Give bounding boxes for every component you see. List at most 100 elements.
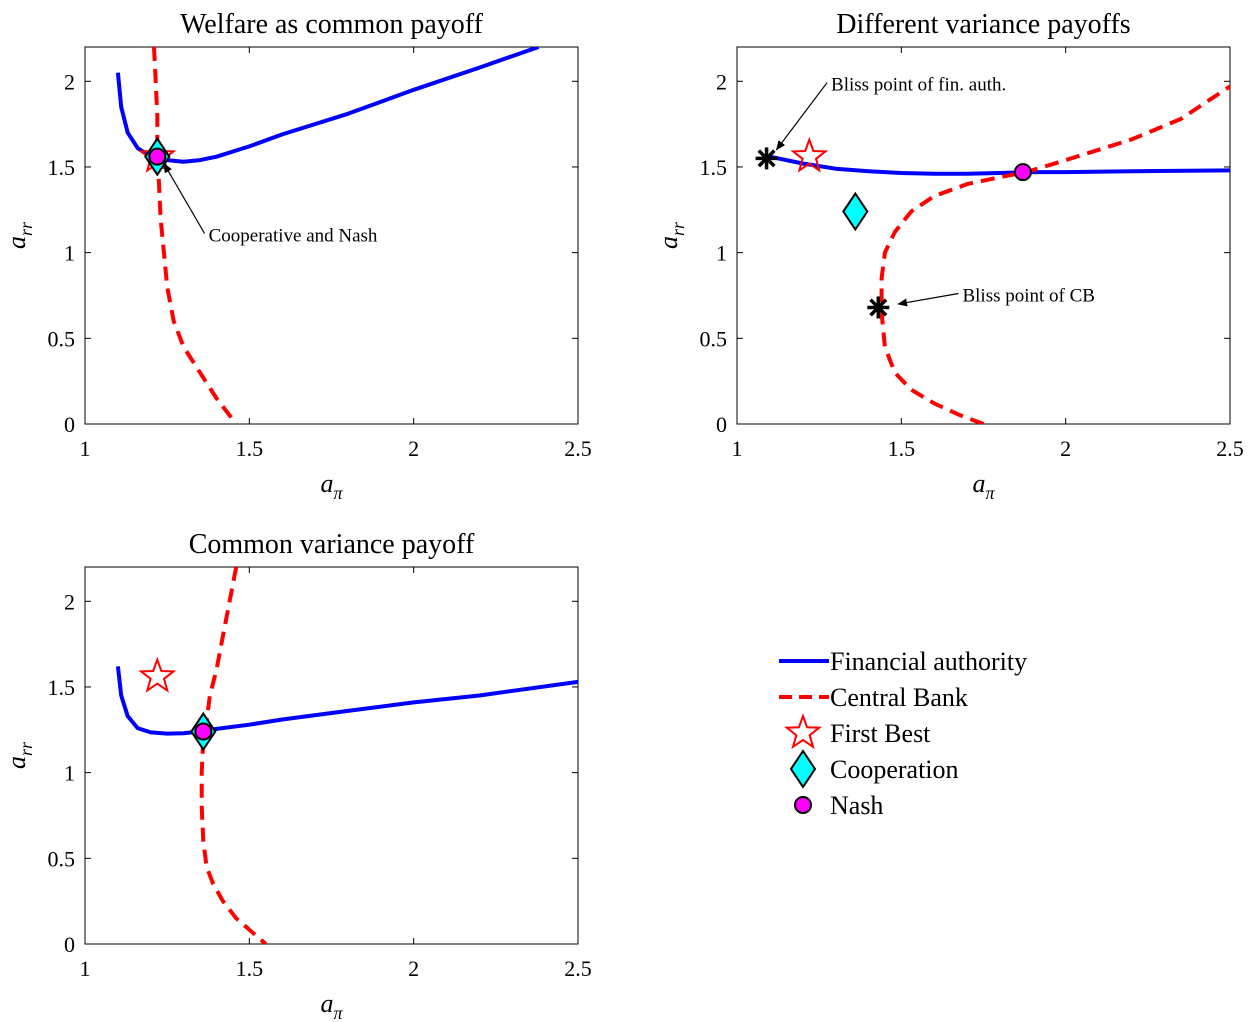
nash-circle — [1013, 163, 1032, 182]
y-tick-label: 1 — [716, 241, 727, 266]
financial-authority-line — [115, 47, 540, 164]
annotation-text: Bliss point of CB — [962, 285, 1095, 306]
x-ticks: 1 1.5 2 2.5 — [732, 47, 1244, 461]
x-axis-label: aπ — [320, 989, 343, 1022]
legend-label-first-best: First Best — [830, 719, 931, 748]
legend-item-cooperation: Cooperation — [789, 749, 959, 789]
x-axis-label-main: a — [972, 469, 985, 498]
central-bank-line — [152, 47, 238, 424]
first-best-star — [790, 136, 829, 173]
y-ticks: 0 0.5 1 1.5 2 — [48, 69, 578, 437]
y-tick-label: 0.5 — [700, 326, 728, 351]
central-bank-line — [199, 567, 268, 944]
legend: Financial authority Central Bank First B… — [779, 647, 1027, 820]
y-tick-label: 0 — [716, 412, 727, 437]
x-tick-label: 1.5 — [236, 436, 264, 461]
x-axis-label-subscript: π — [333, 483, 343, 503]
cooperation-diamond — [842, 191, 869, 232]
x-ticks: 1 1.5 2 2.5 — [80, 47, 592, 461]
y-ticks: 0 0.5 1 1.5 2 — [48, 589, 578, 957]
bliss-cb-marker — [867, 296, 890, 319]
y-tick-label: 0.5 — [48, 846, 76, 871]
annotation-text: Cooperative and Nash — [209, 226, 378, 247]
x-axis-label-subscript: π — [333, 1003, 343, 1022]
x-axis-label-main: a — [320, 989, 333, 1018]
y-axis-label: arr — [2, 741, 36, 769]
y-axis-label-main: a — [654, 236, 683, 249]
financial-authority-line — [769, 154, 1230, 176]
plot-area — [84, 46, 579, 425]
legend-item-nash: Nash — [794, 791, 883, 820]
panel-3: Common variance payoff 1 1.5 2 2.5 0 0.5 1 1.5 2 a… — [2, 529, 592, 1022]
legend-label-central-bank: Central Bank — [830, 683, 968, 712]
x-tick-label: 1 — [80, 436, 91, 461]
series-group — [115, 47, 540, 424]
x-tick-label: 1 — [80, 956, 91, 981]
x-tick-label: 2.5 — [564, 436, 592, 461]
nash-circle — [194, 722, 213, 741]
central-bank-line — [879, 84, 1230, 424]
y-tick-label: 1 — [64, 241, 75, 266]
y-tick-label: 0.5 — [48, 326, 76, 351]
x-ticks: 1 1.5 2 2.5 — [80, 567, 592, 981]
legend-item-central-bank: Central Bank — [779, 683, 968, 712]
x-tick-label: 2 — [1060, 436, 1071, 461]
annotation: Bliss point of fin. auth. — [775, 75, 1006, 151]
bliss-fin-auth-marker — [755, 147, 778, 170]
y-axis-label-subscript: rr — [16, 221, 36, 236]
legend-label-financial-authority: Financial authority — [830, 647, 1027, 676]
annotation: Bliss point of CB — [897, 285, 1095, 307]
legend-item-first-best: First Best — [784, 713, 931, 750]
y-axis-label-subscript: rr — [668, 221, 688, 236]
x-tick-label: 2 — [408, 956, 419, 981]
annotation-text: Bliss point of fin. auth. — [831, 75, 1006, 96]
bliss-cb-marker-stroke — [869, 298, 888, 317]
y-tick-label: 1.5 — [48, 155, 76, 180]
legend-circle-marker — [794, 796, 812, 814]
annotation-arrow — [775, 82, 828, 151]
x-tick-label: 2.5 — [564, 956, 592, 981]
chart-title: Different variance payoffs — [836, 9, 1130, 40]
x-axis-label: aπ — [320, 469, 343, 503]
y-axis-label-main: a — [2, 756, 31, 769]
y-tick-label: 1 — [64, 761, 75, 786]
bliss-fin-auth-marker-stroke — [757, 149, 776, 168]
y-axis-label: arr — [654, 221, 688, 249]
x-tick-label: 1.5 — [888, 436, 916, 461]
x-axis-label-main: a — [320, 469, 333, 498]
legend-label-nash: Nash — [830, 791, 883, 820]
x-tick-label: 2.5 — [1216, 436, 1244, 461]
panel-1: Welfare as common payoff 1 1.5 2 2.5 0 0.5 1 1.5… — [2, 9, 592, 503]
legend-item-financial-authority: Financial authority — [779, 647, 1027, 676]
annotation-arrow — [163, 162, 206, 234]
y-axis-label: arr — [2, 221, 36, 249]
legend-star-marker — [784, 713, 822, 750]
y-tick-label: 2 — [64, 589, 75, 614]
plot-area — [736, 46, 1231, 425]
first-best-star — [138, 656, 177, 693]
y-tick-label: 0 — [64, 932, 75, 957]
y-axis-label-main: a — [2, 236, 31, 249]
y-tick-label: 1.5 — [48, 675, 76, 700]
x-axis-label-subscript: π — [985, 483, 995, 503]
annotation: Cooperative and Nash — [163, 162, 378, 247]
legend-diamond-marker — [789, 749, 817, 789]
x-tick-label: 1.5 — [236, 956, 264, 981]
series-group — [769, 84, 1230, 424]
annotation-arrow — [897, 292, 959, 307]
y-ticks: 0 0.5 1 1.5 2 — [700, 69, 1230, 437]
plot-area — [84, 566, 579, 945]
y-tick-label: 1.5 — [700, 155, 728, 180]
y-tick-label: 2 — [64, 69, 75, 94]
chart-title: Common variance payoff — [189, 529, 475, 560]
y-axis-label-subscript: rr — [16, 741, 36, 756]
chart-title: Welfare as common payoff — [180, 9, 483, 40]
y-tick-label: 0 — [64, 412, 75, 437]
nash-circle — [148, 147, 167, 166]
x-tick-label: 1 — [732, 436, 743, 461]
x-axis-label: aπ — [972, 469, 995, 503]
legend-label-cooperation: Cooperation — [830, 755, 959, 784]
y-tick-label: 2 — [716, 69, 727, 94]
